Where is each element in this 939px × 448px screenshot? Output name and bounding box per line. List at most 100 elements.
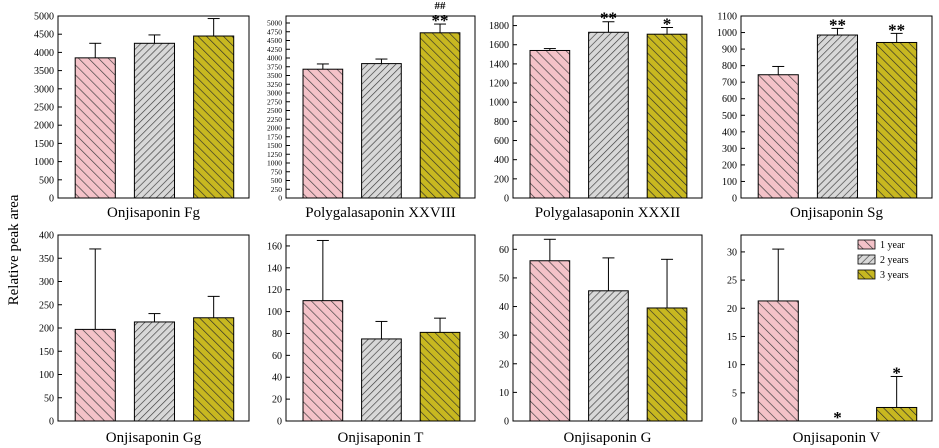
y-tick-label: 0 [277, 417, 282, 428]
y-tick-label: 4250 [267, 45, 282, 54]
y-tick-label: 4500 [34, 30, 54, 41]
panel-title: Onjisaponin G [564, 430, 652, 446]
y-tick-label: 10 [499, 388, 509, 399]
legend: 1 year 2 years 3 years [857, 239, 909, 281]
chart-panel-8: 0 5 10 15 20 25 30 * * Onjisaponin V [727, 234, 933, 446]
legend-label: 3 years [880, 270, 909, 281]
y-tick-label: 3500 [34, 66, 54, 77]
y-tick-label: 200 [39, 324, 54, 335]
chart-panel-4: 0 100 200 300 400 500 600 700 800 900 1000 1100 ** **… [717, 12, 933, 221]
y-tick-label: 140 [267, 263, 282, 274]
panel-title: Polygalasaponin XXVIII [305, 205, 455, 221]
y-tick-label: 5 [732, 388, 737, 399]
y-tick-label: 1000 [717, 28, 737, 39]
bar [757, 300, 799, 422]
y-tick-label: 30 [727, 247, 737, 258]
bar [74, 57, 116, 199]
bar [876, 41, 918, 199]
y-tick-label: 4750 [267, 27, 282, 36]
significance-marker: * [892, 363, 901, 382]
bar [361, 63, 402, 199]
y-tick-label: 150 [39, 347, 54, 358]
y-tick-label: 2500 [267, 106, 282, 115]
significance-marker: ## [435, 0, 447, 12]
bar [361, 338, 402, 422]
y-tick-label: 5000 [267, 19, 282, 28]
y-tick-label: 1600 [489, 40, 509, 51]
y-axis-label: Relative peak area [6, 194, 22, 305]
significance-marker: ** [829, 15, 846, 34]
y-tick-label: 0 [504, 417, 509, 428]
y-tick-label: 2000 [34, 121, 54, 132]
chart-panel-5: 0 50 100 150 200 250 300 350 400 Onjisaponin Gg [39, 231, 250, 446]
significance-marker: * [663, 14, 672, 33]
y-tick-label: 1000 [34, 157, 54, 168]
y-tick-label: 0 [49, 194, 54, 205]
y-tick-label: 300 [39, 277, 54, 288]
panel-title: Onjisaponin T [338, 430, 424, 446]
y-tick-label: 3750 [267, 62, 282, 71]
y-tick-label: 40 [499, 302, 509, 313]
panel-title: Onjisaponin V [793, 430, 881, 446]
y-tick-label: 500 [722, 111, 737, 122]
y-tick-label: 25 [727, 276, 737, 287]
bar [588, 290, 629, 422]
bar [646, 307, 688, 422]
y-tick-label: 0 [278, 194, 282, 203]
panel-title: Onjisaponin Sg [790, 205, 883, 221]
bar [74, 328, 116, 422]
y-tick-label: 2000 [267, 124, 282, 133]
bar [419, 331, 461, 422]
bar [419, 32, 461, 199]
y-tick-label: 1500 [267, 141, 282, 150]
y-tick-label: 20 [499, 359, 509, 370]
bar [757, 74, 799, 199]
significance-marker: ** [888, 20, 905, 39]
chart-panel-7: 0 10 20 30 40 50 60 Onjisaponin G [499, 234, 703, 446]
y-tick-label: 20 [727, 304, 737, 315]
legend-swatch [857, 239, 876, 250]
y-tick-label: 250 [271, 185, 283, 194]
bar [646, 33, 688, 199]
y-tick-label: 1750 [267, 132, 282, 141]
chart-panel-6: 0 20 40 60 80 100 120 140 160 Onjisaponin T [267, 234, 476, 446]
legend-label: 1 year [880, 240, 905, 251]
bar [876, 406, 918, 422]
bar [133, 321, 176, 422]
y-tick-label: 1500 [34, 139, 54, 150]
panel-title: Onjisaponin Fg [107, 205, 200, 221]
legend-label: 2 years [880, 255, 909, 266]
y-tick-label: 800 [494, 117, 509, 128]
y-tick-label: 80 [272, 329, 282, 340]
y-tick-label: 160 [267, 241, 282, 252]
y-tick-label: 120 [267, 285, 282, 296]
legend-swatch [857, 254, 876, 265]
bar [193, 35, 235, 199]
significance-marker: * [833, 408, 842, 427]
y-tick-label: 1100 [717, 12, 737, 23]
y-tick-label: 3000 [34, 84, 54, 95]
y-tick-label: 4500 [267, 36, 282, 45]
bar [302, 68, 344, 199]
y-tick-label: 500 [39, 175, 54, 186]
y-tick-label: 10 [727, 360, 737, 371]
y-tick-label: 50 [44, 393, 54, 404]
y-tick-label: 5000 [34, 12, 54, 23]
y-tick-label: 400 [494, 155, 509, 166]
panel-title: Onjisaponin Gg [106, 430, 202, 446]
y-tick-label: 750 [271, 167, 283, 176]
y-tick-label: 700 [722, 78, 737, 89]
y-tick-label: 0 [49, 417, 54, 428]
panel-title: Polygalasaponin XXXII [535, 205, 680, 221]
y-tick-label: 15 [727, 332, 737, 343]
y-tick-label: 900 [722, 45, 737, 56]
y-tick-label: 600 [722, 94, 737, 105]
y-tick-label: 1400 [489, 59, 509, 70]
y-tick-label: 2750 [267, 97, 282, 106]
y-tick-label: 50 [499, 273, 509, 284]
y-tick-label: 200 [494, 174, 509, 185]
y-tick-label: 2250 [267, 115, 282, 124]
legend-swatch [857, 269, 876, 280]
